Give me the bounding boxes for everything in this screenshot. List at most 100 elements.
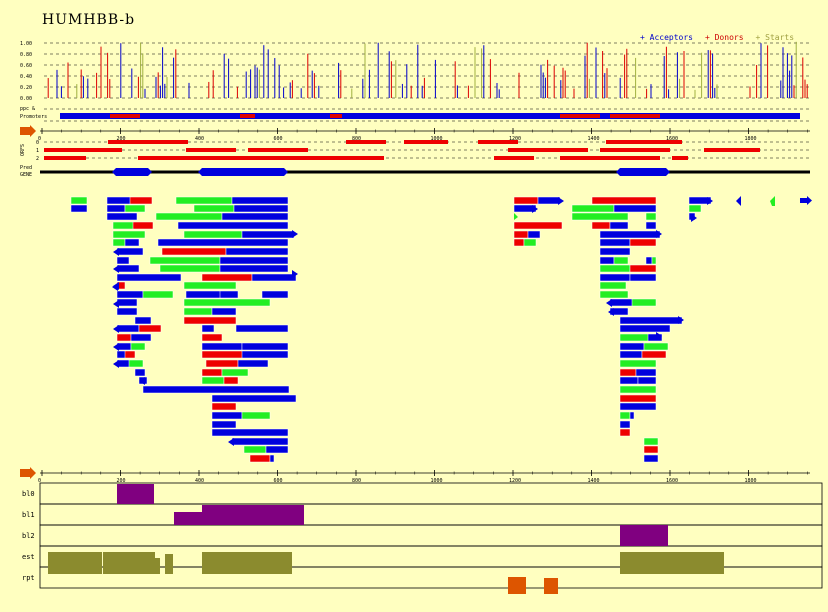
ruler-tick-label: 1600 <box>666 136 678 142</box>
alignment-segment <box>211 428 289 437</box>
alignment-segment <box>629 273 657 282</box>
alignment-segment <box>243 445 267 454</box>
feature-tracks[interactable]: bl0 bl1 bl2 est rpt <box>22 482 823 594</box>
alignment-segment <box>619 402 657 411</box>
alignment-segment <box>205 359 239 368</box>
alignment-segment <box>629 264 657 273</box>
alignment-segment <box>219 290 239 299</box>
ruler-tick-label: 400 <box>195 478 204 484</box>
alignment-segment <box>116 324 140 333</box>
page-title: HUMHBB-b <box>42 12 136 28</box>
gene-label: Pred <box>20 165 32 171</box>
orf-segment <box>478 140 518 144</box>
alignment-arrow <box>292 230 298 238</box>
marker-arrow <box>807 196 812 205</box>
est-hit <box>165 554 173 574</box>
alignment-segment <box>265 445 289 454</box>
alignment-segment <box>619 324 671 333</box>
alignment-segment <box>599 256 615 265</box>
alignment-segment <box>70 204 88 213</box>
alignment-arrow <box>113 265 119 273</box>
ruler-tick-label: 1000 <box>431 478 443 484</box>
alignment-segment <box>619 316 683 325</box>
alignment-segment <box>142 385 290 394</box>
promoter-hit <box>610 114 660 118</box>
alignment-segment <box>651 256 657 265</box>
alignment-segment <box>619 428 631 437</box>
alignment-segment <box>193 204 235 213</box>
orf-segment <box>560 156 660 160</box>
alignment-segment <box>645 221 657 230</box>
alignment-segment <box>175 196 233 205</box>
alignment-segment <box>527 230 541 239</box>
alignment-segment <box>116 307 138 316</box>
alignment-segment <box>116 298 138 307</box>
track-row <box>39 503 823 526</box>
alignment-segment <box>599 238 631 247</box>
orf-segment <box>186 148 236 152</box>
est-hit <box>620 552 724 574</box>
y-axis-label: 1.00 <box>20 41 32 47</box>
alignment-segment <box>183 230 243 239</box>
alignment-segment <box>241 230 295 239</box>
alignment-segment <box>201 342 243 351</box>
alignment-segment <box>116 264 140 273</box>
track-label: bl1 <box>22 511 35 519</box>
promoter-hit <box>330 114 342 118</box>
alignment-segment <box>641 350 667 359</box>
ruler-tick-label: 1000 <box>431 136 443 142</box>
alignment-segment <box>201 368 223 377</box>
alignment-segment <box>643 454 659 463</box>
alignment-segment <box>537 196 561 205</box>
alignment-segment <box>211 420 237 429</box>
y-axis-label: 0.20 <box>20 85 32 91</box>
alignment-segment <box>221 368 249 377</box>
alignment-arrow <box>558 197 564 205</box>
alignment-segment <box>183 307 213 316</box>
alignment-segment <box>116 333 132 342</box>
alignment-segment <box>130 333 152 342</box>
alignment-segment <box>116 247 144 256</box>
alignment-segment <box>106 204 126 213</box>
alignment-segment <box>159 264 221 273</box>
alignment-segment <box>124 238 140 247</box>
alignment-segment <box>201 324 215 333</box>
alignment-segment <box>134 316 152 325</box>
est-hit <box>48 552 102 574</box>
orf-segment <box>346 140 386 144</box>
alignment-segment <box>142 290 174 299</box>
alignment-segment <box>599 230 661 239</box>
alignment-arrow <box>113 360 119 368</box>
alignment-segment <box>631 298 657 307</box>
ruler-bottom: 0 200 400 600 800 1000 1200 1400 1600 1800 <box>20 467 810 484</box>
track-label: bl0 <box>22 490 35 498</box>
alignment-arrow <box>656 230 662 238</box>
rpt-hit <box>544 578 558 594</box>
alignment-arrow <box>112 283 118 291</box>
alignment-arrow <box>608 308 614 316</box>
alignment-segment <box>129 196 153 205</box>
ruler-tick-label: 1200 <box>509 478 521 484</box>
ruler-tick-label: 1200 <box>509 136 521 142</box>
alignment-segment <box>201 350 245 359</box>
alignment-segment <box>513 230 529 239</box>
orf-side-label: ORFS <box>20 144 26 156</box>
y-axis-label: 0.60 <box>20 63 32 69</box>
y-axis-label: 0.80 <box>20 52 32 58</box>
alignment-segment <box>149 256 221 265</box>
alignment-segment <box>591 221 611 230</box>
orf-segment <box>600 148 670 152</box>
alignment-segment <box>637 376 657 385</box>
alignment-segment <box>221 212 289 221</box>
ruler-tick-label: 0 <box>38 478 41 484</box>
orf-segment <box>704 148 760 152</box>
alignment-segment <box>619 394 657 403</box>
alignment-segment <box>241 411 271 420</box>
track-label: est <box>22 553 35 561</box>
alignment-segment <box>124 204 146 213</box>
alignment-blocks[interactable] <box>70 196 812 463</box>
alignment-segment <box>241 342 289 351</box>
alignment-segment <box>571 212 629 221</box>
